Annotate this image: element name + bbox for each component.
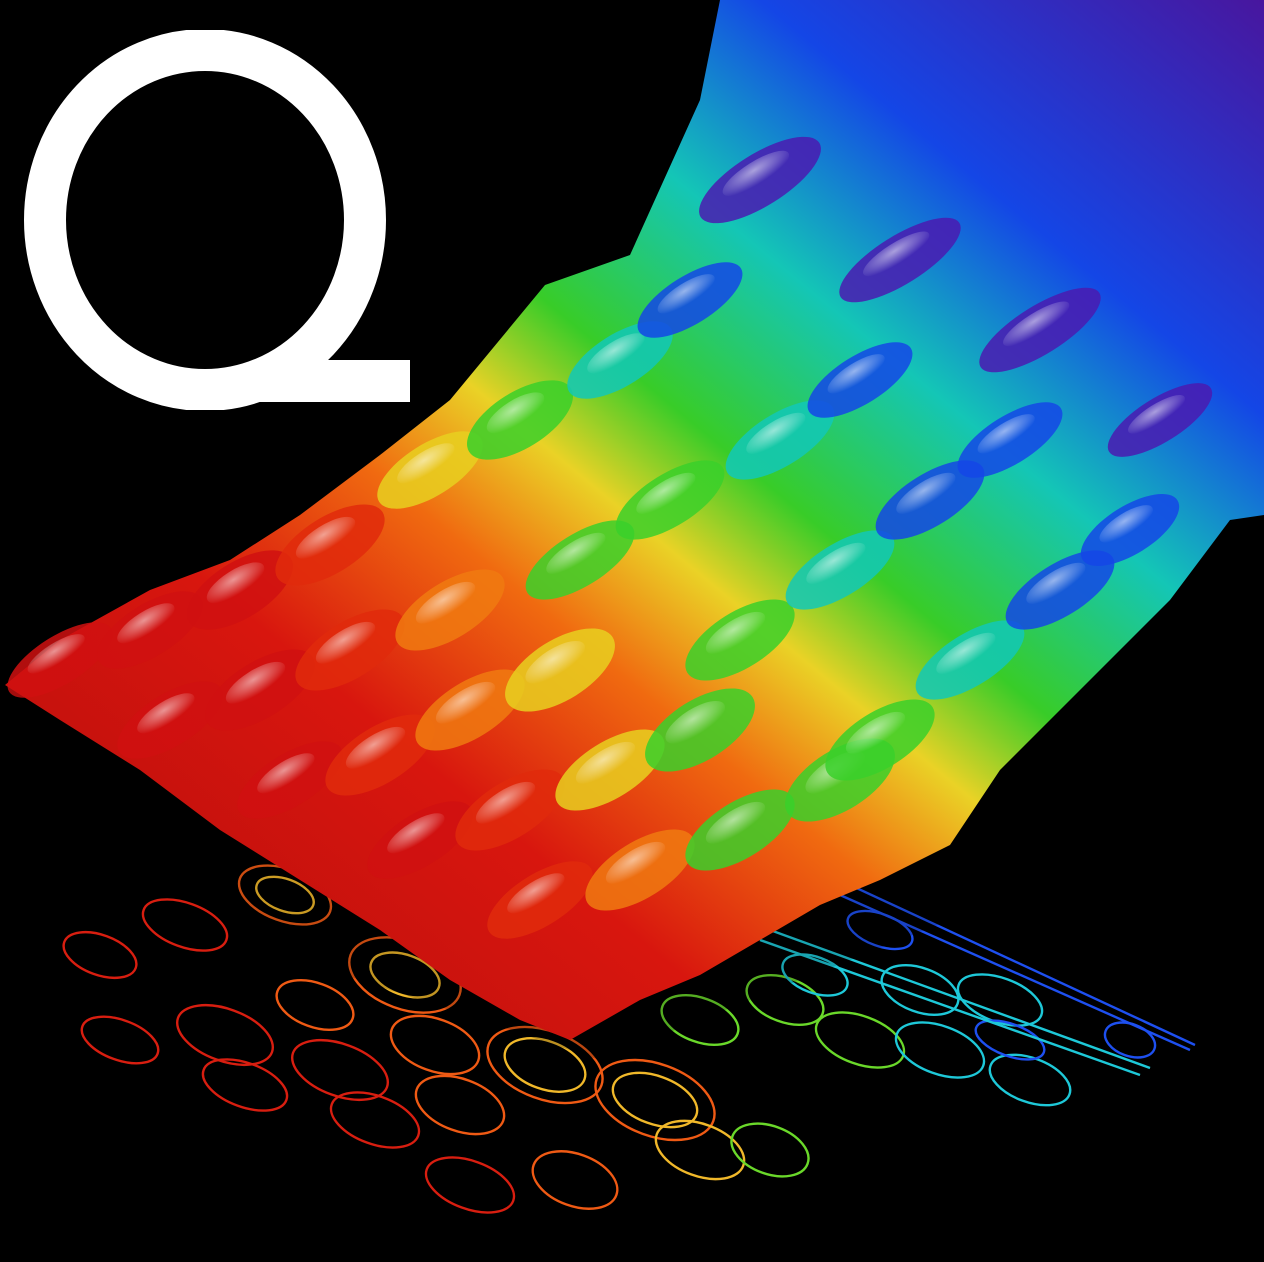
contour-loop <box>594 1058 716 1142</box>
contour-loop <box>424 1156 516 1214</box>
contour-loop <box>894 1021 986 1079</box>
wave-surface <box>5 0 1264 1060</box>
wave-crest-highlight <box>415 581 476 624</box>
wave-crest-highlight <box>896 472 956 515</box>
wave-crest-highlight <box>1003 301 1070 347</box>
contour-loop <box>389 1014 481 1076</box>
wave-crest-highlight <box>977 414 1035 454</box>
contour-loop <box>880 964 960 1016</box>
wave-crest-highlight <box>546 532 606 575</box>
wave-crest-highlight <box>387 813 445 854</box>
wave-crest-highlight <box>257 753 315 794</box>
wave-crest-highlight <box>525 640 586 684</box>
contour-loop <box>290 1038 390 1102</box>
wave-crest-highlight <box>345 726 406 769</box>
contour-loop <box>141 898 229 952</box>
wave-crest-highlight <box>936 632 996 675</box>
wave-crest-highlight <box>657 274 715 314</box>
surface-bumps <box>7 136 1213 939</box>
q-logo <box>24 30 410 410</box>
wave-crest-highlight <box>705 611 766 654</box>
wave-crest-highlight <box>636 472 696 515</box>
q-logo-ring <box>24 30 386 410</box>
wave-crest-highlight <box>605 841 666 884</box>
wave-crest-highlight <box>746 412 806 455</box>
q-logo-tail <box>245 360 410 402</box>
wave-crest-highlight <box>225 661 286 704</box>
wave-crest-highlight <box>117 603 175 644</box>
contour-loop <box>974 1019 1046 1061</box>
wave-crest-highlight <box>665 700 726 744</box>
contour-loop <box>988 1053 1072 1107</box>
contour-loop <box>531 1150 619 1210</box>
wave-crest-highlight <box>1026 562 1086 605</box>
contour-loop <box>201 1058 289 1112</box>
contour-loop <box>730 1122 810 1178</box>
wave-crest-highlight <box>315 621 376 664</box>
wave-crest-highlight <box>27 634 85 674</box>
contour-loop <box>62 930 138 980</box>
wave-crest-highlight <box>206 562 265 604</box>
contour-loop <box>414 1074 506 1136</box>
contour-loop <box>175 1003 275 1067</box>
contour-loop <box>611 1071 699 1129</box>
wave-crest-highlight <box>397 443 455 484</box>
wave-crest-highlight <box>295 516 356 559</box>
wave-crest-highlight <box>845 711 906 754</box>
wave-crest-highlight <box>475 781 536 824</box>
wave-crest-highlight <box>435 681 496 724</box>
wave-crest-highlight <box>575 741 636 784</box>
wave-crest-highlight <box>806 542 866 585</box>
wave-crest-highlight <box>1128 395 1185 434</box>
wave-crest-highlight <box>1099 505 1153 543</box>
contour-loop <box>275 979 355 1031</box>
wave-crest-highlight <box>587 333 645 374</box>
wave-crest-highlight <box>863 231 930 277</box>
contour-loop <box>654 1119 746 1181</box>
contour-loop <box>329 1091 421 1149</box>
wave-crest-highlight <box>827 354 885 394</box>
wave-crest-highlight <box>137 693 195 734</box>
wave-crest-highlight <box>507 873 565 914</box>
surface-shade <box>5 515 1264 1060</box>
wave-crest-highlight <box>486 392 545 434</box>
contour-loop <box>80 1015 160 1065</box>
wave-crest-highlight <box>722 150 790 197</box>
wave-crest-highlight <box>705 801 766 844</box>
